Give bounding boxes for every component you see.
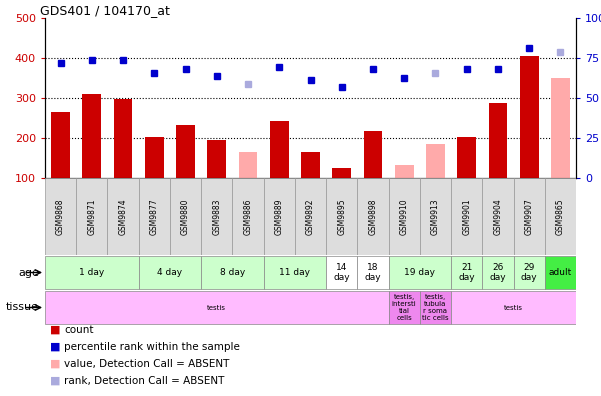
Bar: [520, 56, 538, 178]
Text: GSM9868: GSM9868: [56, 198, 65, 235]
Bar: [264, 256, 326, 289]
Bar: [451, 256, 482, 289]
Text: age: age: [18, 268, 39, 278]
Bar: [364, 131, 382, 178]
Bar: [451, 291, 576, 324]
Bar: [426, 144, 445, 178]
Text: 4 day: 4 day: [157, 268, 183, 277]
Bar: [545, 256, 576, 289]
Text: GSM9910: GSM9910: [400, 198, 409, 235]
Bar: [201, 256, 264, 289]
Text: 1 day: 1 day: [79, 268, 105, 277]
Bar: [301, 152, 320, 178]
Text: value, Detection Call = ABSENT: value, Detection Call = ABSENT: [64, 359, 230, 369]
Text: testis,
intersti
tial
cells: testis, intersti tial cells: [392, 294, 416, 321]
Text: GSM9880: GSM9880: [181, 198, 190, 235]
Bar: [176, 125, 195, 178]
Text: GSM9889: GSM9889: [275, 198, 284, 235]
Text: tissue: tissue: [6, 303, 39, 312]
Text: testis: testis: [504, 305, 523, 310]
Bar: [295, 178, 326, 255]
Text: ■: ■: [50, 342, 61, 352]
Text: GSM9883: GSM9883: [212, 198, 221, 235]
Text: GSM9904: GSM9904: [493, 198, 502, 235]
Bar: [139, 178, 170, 255]
Text: GSM9901: GSM9901: [462, 198, 471, 235]
Text: GSM9907: GSM9907: [525, 198, 534, 235]
Bar: [545, 178, 576, 255]
Bar: [207, 140, 226, 178]
Bar: [551, 78, 570, 178]
Bar: [451, 178, 482, 255]
Bar: [389, 256, 451, 289]
Text: 18
day: 18 day: [365, 263, 381, 282]
Bar: [482, 256, 513, 289]
Text: GSM9871: GSM9871: [87, 198, 96, 235]
Bar: [145, 137, 163, 178]
Text: GSM9865: GSM9865: [556, 198, 565, 235]
Text: GSM9886: GSM9886: [243, 198, 252, 235]
Bar: [76, 178, 108, 255]
Bar: [239, 152, 257, 178]
Bar: [513, 178, 545, 255]
Bar: [51, 112, 70, 178]
Bar: [326, 178, 358, 255]
Bar: [389, 291, 420, 324]
Bar: [233, 178, 264, 255]
Text: GSM9898: GSM9898: [368, 198, 377, 235]
Bar: [45, 291, 389, 324]
Text: GSM9892: GSM9892: [306, 198, 315, 235]
Text: count: count: [64, 325, 94, 335]
Bar: [420, 178, 451, 255]
Text: 14
day: 14 day: [334, 263, 350, 282]
Bar: [82, 94, 101, 178]
Text: testis: testis: [207, 305, 227, 310]
Text: GSM9874: GSM9874: [118, 198, 127, 235]
Text: ■: ■: [50, 376, 61, 386]
Bar: [326, 256, 358, 289]
Bar: [270, 121, 288, 178]
Text: 21
day: 21 day: [459, 263, 475, 282]
Text: rank, Detection Call = ABSENT: rank, Detection Call = ABSENT: [64, 376, 224, 386]
Text: 26
day: 26 day: [490, 263, 506, 282]
Text: GSM9877: GSM9877: [150, 198, 159, 235]
Bar: [513, 256, 545, 289]
Bar: [139, 256, 201, 289]
Bar: [45, 256, 139, 289]
Bar: [170, 178, 201, 255]
Bar: [395, 165, 413, 178]
Bar: [114, 99, 132, 178]
Bar: [201, 178, 233, 255]
Text: 19 day: 19 day: [404, 268, 435, 277]
Bar: [389, 178, 420, 255]
Bar: [45, 178, 76, 255]
Text: testis,
tubula
r soma
tic cells: testis, tubula r soma tic cells: [422, 294, 449, 321]
Bar: [108, 178, 139, 255]
Text: 11 day: 11 day: [279, 268, 310, 277]
Text: percentile rank within the sample: percentile rank within the sample: [64, 342, 240, 352]
Text: 8 day: 8 day: [220, 268, 245, 277]
Bar: [264, 178, 295, 255]
Bar: [482, 178, 513, 255]
Text: adult: adult: [549, 268, 572, 277]
Text: GDS401 / 104170_at: GDS401 / 104170_at: [40, 4, 169, 17]
Bar: [358, 178, 389, 255]
Bar: [457, 137, 476, 178]
Text: GSM9895: GSM9895: [337, 198, 346, 235]
Bar: [332, 168, 351, 178]
Bar: [489, 103, 507, 178]
Text: 29
day: 29 day: [521, 263, 537, 282]
Bar: [420, 291, 451, 324]
Text: GSM9913: GSM9913: [431, 198, 440, 235]
Bar: [358, 256, 389, 289]
Text: ■: ■: [50, 325, 61, 335]
Text: ■: ■: [50, 359, 61, 369]
